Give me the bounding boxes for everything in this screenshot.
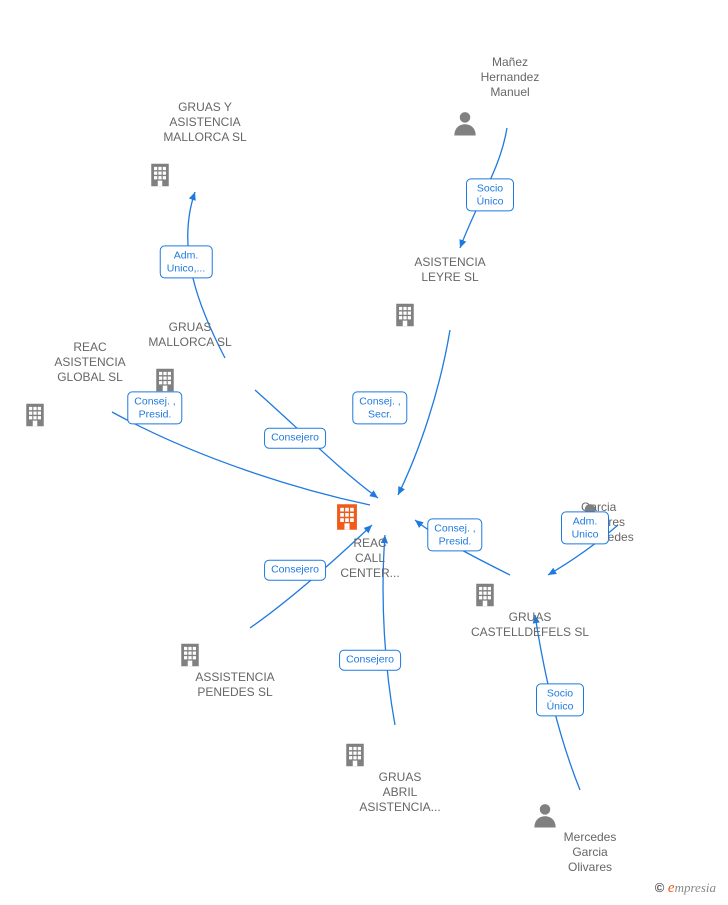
brand-rest: mpresia [675,880,716,895]
building-icon [390,300,420,330]
building-icon [340,740,370,770]
edge-label-reac_glob-reac_call: Consej. ,Presid. [127,391,182,424]
edge-label-gruas_cast-reac_call: Consej. ,Presid. [427,518,482,551]
person-icon [530,800,560,830]
edge-label-asist_leyre-reac_call: Consej. ,Secr. [352,391,407,424]
building-icon [175,640,205,670]
node-label-reac_call: REACCALLCENTER... [310,536,430,581]
node-label-reac_glob: REACASISTENCIAGLOBAL SL [30,340,150,385]
node-label-gruas_y: GRUAS YASISTENCIAMALLORCA SL [145,100,265,145]
building-icon [330,500,364,534]
node-label-gruas_cast: GRUASCASTELLDEFELS SL [470,610,590,640]
building-icon [20,400,50,430]
node-label-asist_leyre: ASISTENCIALEYRE SL [390,255,510,285]
edge-label-assist_pen-reac_call: Consejero [264,560,326,581]
node-label-assist_pen: ASSISTENCIAPENEDES SL [175,670,295,700]
edge-label-manez-asist_leyre: SocioÚnico [466,178,514,211]
node-label-manez: MañezHernandezManuel [450,55,570,100]
building-icon [145,160,175,190]
edge-label-gruas_abril-reac_call: Consejero [339,650,401,671]
copyright-symbol: © [655,880,665,895]
node-label-mercedes_p: MercedesGarciaOlivares [530,830,650,875]
edge-label-gruas_mall-gruas_y: Adm.Unico,... [160,245,213,278]
brand-first-letter: e [668,880,675,896]
edge-label-gruas_mall-reac_call: Consejero [264,428,326,449]
watermark: © empresia [655,880,716,897]
node-label-gruas_abril: GRUASABRILASISTENCIA... [340,770,460,815]
edge-label-garcia_p-gruas_cast: Adm.Unico [561,511,609,544]
edge-label-mercedes_p-gruas_cast: SocioÚnico [536,683,584,716]
person-icon [450,108,480,138]
building-icon [470,580,500,610]
